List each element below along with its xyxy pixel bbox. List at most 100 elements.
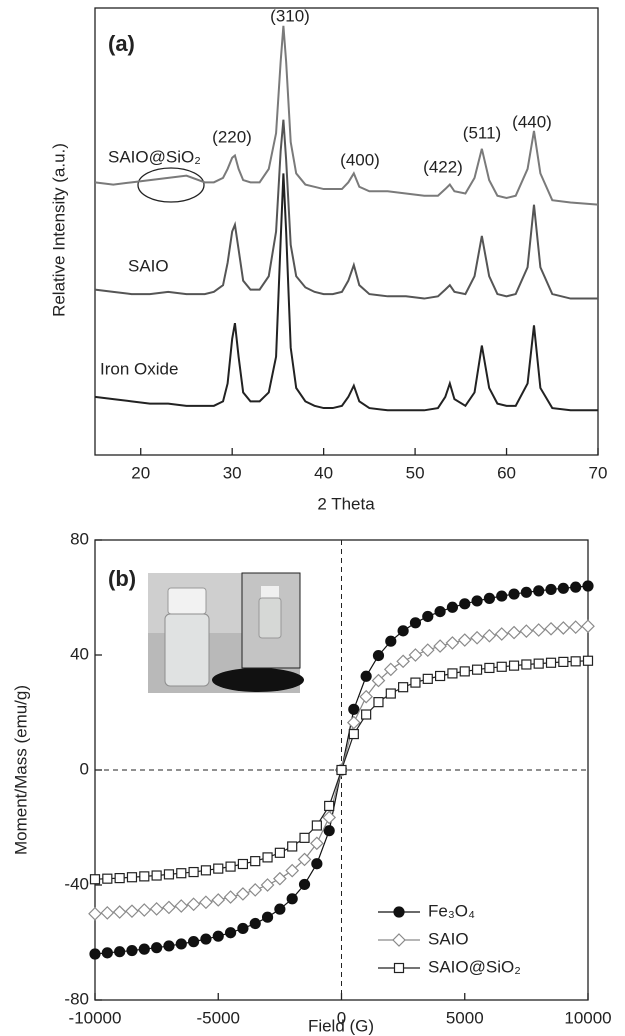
data-point [568, 620, 583, 634]
data-point [225, 861, 236, 872]
data-point [212, 930, 224, 942]
data-point [494, 627, 509, 641]
data-point [200, 933, 212, 945]
annotation: (511) [463, 123, 501, 142]
legend-marker [392, 933, 406, 947]
data-point [139, 871, 150, 882]
data-point [359, 689, 373, 704]
annotation: (b) [108, 566, 136, 591]
data-point [175, 938, 187, 950]
data-point [372, 649, 385, 662]
data-point [162, 900, 176, 915]
data-point [348, 703, 360, 715]
data-point [533, 658, 544, 669]
data-point [188, 936, 200, 948]
x-tick-label: -10000 [69, 1008, 122, 1027]
data-point [89, 948, 101, 960]
data-point [470, 630, 484, 645]
data-point [420, 643, 435, 657]
legend-label: Fe₃O₄ [428, 901, 475, 920]
data-point [371, 673, 386, 688]
y-tick-label: 80 [70, 529, 89, 548]
data-point [311, 820, 322, 831]
small-vial-cap [261, 586, 279, 598]
data-point [482, 628, 497, 643]
plot-frame [94, 7, 599, 456]
data-point [213, 863, 224, 874]
xrd-chart: 20 30 40 50 60 70 2 Theta Relative Intensity (a… [49, 6, 607, 513]
data-point [373, 697, 384, 708]
data-point [274, 847, 285, 858]
series-label: Iron Oxide [100, 359, 178, 378]
series-label: SAIO@SiO₂ [108, 147, 201, 166]
data-point [322, 810, 337, 825]
series-line [94, 173, 598, 412]
x-tick-label: 70 [589, 463, 608, 482]
data-point [409, 617, 422, 629]
x-tick-label: -5000 [197, 1008, 240, 1027]
data-point [360, 670, 372, 682]
series-label: SAIO [128, 256, 169, 275]
data-point [435, 670, 446, 682]
x-axis-label: Field (G) [308, 1016, 374, 1035]
data-point [100, 906, 115, 920]
data-point [163, 869, 175, 880]
data-point [262, 852, 273, 863]
data-point [324, 800, 335, 812]
data-point [188, 866, 199, 878]
data-point [137, 903, 152, 917]
data-point [457, 633, 472, 647]
data-point [151, 942, 163, 954]
data-point [114, 872, 125, 884]
data-point [348, 728, 359, 740]
data-point [336, 764, 347, 776]
legend-label: SAIO [428, 929, 469, 948]
data-point [126, 944, 138, 957]
y-axis-label: Moment/Mass (emu/g) [11, 685, 30, 855]
data-point [483, 592, 495, 604]
data-point [346, 715, 361, 730]
data-point [459, 666, 470, 677]
data-point [200, 865, 212, 876]
data-point [520, 586, 532, 598]
data-point [521, 659, 532, 670]
data-point [508, 660, 520, 671]
data-point [446, 601, 459, 613]
data-point [101, 947, 113, 959]
data-point [447, 668, 458, 679]
data-point [471, 664, 483, 675]
annotation: (220) [212, 127, 252, 146]
data-point [508, 588, 520, 600]
data-point [383, 662, 398, 677]
data-point [114, 946, 126, 958]
data-point [211, 893, 226, 907]
data-point [125, 904, 139, 919]
magnet [212, 668, 304, 692]
data-point [408, 648, 423, 662]
data-point [274, 903, 286, 915]
x-tick-label: 30 [223, 463, 242, 482]
data-point [582, 580, 594, 592]
data-point [545, 583, 557, 596]
data-point [224, 927, 237, 939]
data-point [434, 605, 446, 618]
data-point [556, 621, 571, 635]
data-point [496, 590, 508, 602]
data-point [397, 625, 409, 637]
series-line [94, 119, 598, 300]
data-point [507, 625, 521, 640]
x-axis-label: 2 Theta [317, 494, 375, 513]
data-point [398, 682, 409, 693]
x-tick-label: 40 [314, 463, 333, 482]
data-point [151, 870, 162, 881]
hysteresis-chart: -10000 -5000 0 5000 10000 -80 -40 0 40 80 Field (G… [11, 529, 611, 1035]
data-point [459, 598, 471, 610]
data-point [260, 878, 275, 892]
data-point [299, 832, 310, 843]
data-point [237, 858, 248, 870]
x-tick-label: 20 [131, 463, 150, 482]
data-point [422, 610, 434, 623]
y-tick-label: -80 [64, 989, 89, 1008]
y-axis-label: Relative Intensity (a.u.) [49, 143, 68, 317]
highlight-ellipse [137, 167, 205, 203]
